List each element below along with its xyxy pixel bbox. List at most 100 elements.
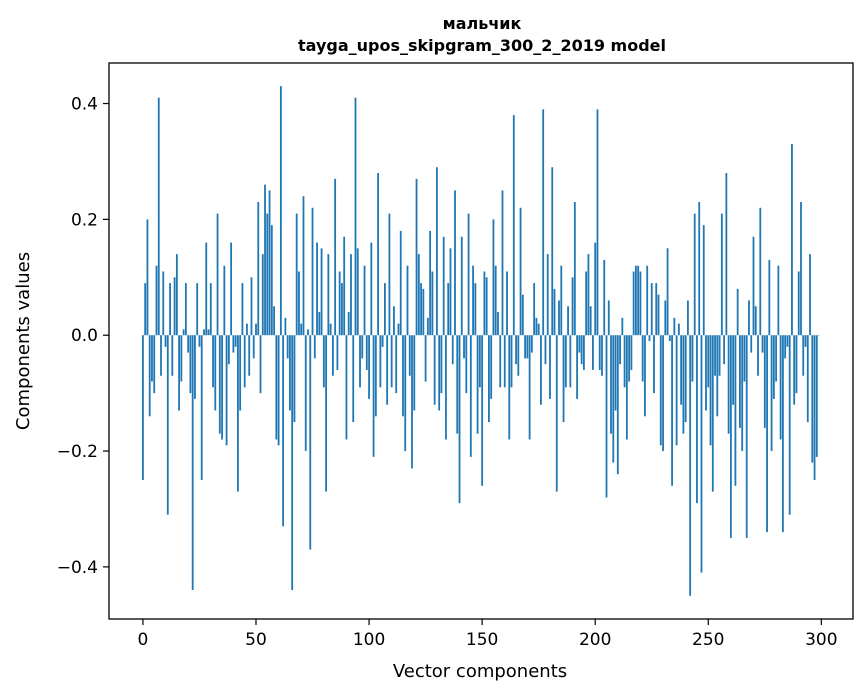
bar-69 <box>298 271 300 336</box>
bar-286 <box>788 335 791 515</box>
bar-35 <box>221 335 223 440</box>
bar-41 <box>234 335 237 347</box>
bar-222 <box>644 335 646 417</box>
bar-129 <box>433 335 436 405</box>
bar-162 <box>508 335 511 440</box>
bar-42 <box>237 335 239 492</box>
bar-39 <box>230 242 233 336</box>
bar-183 <box>555 335 558 492</box>
bar-89 <box>343 236 346 336</box>
y-axis-label: Components values <box>13 252 34 430</box>
bar-216 <box>630 335 633 370</box>
bar-246 <box>698 202 701 336</box>
bar-53 <box>261 254 264 336</box>
bar-240 <box>684 335 687 423</box>
bar-152 <box>485 277 488 336</box>
bar-19 <box>184 283 187 336</box>
bar-3 <box>148 335 151 417</box>
bar-170 <box>526 335 529 359</box>
bar-178 <box>544 335 547 365</box>
bar-160 <box>503 335 506 388</box>
bar-225 <box>650 283 653 336</box>
bar-29 <box>207 329 210 336</box>
bar-8 <box>160 335 162 376</box>
bar-186 <box>562 335 565 423</box>
bar-68 <box>295 213 298 336</box>
bar-48 <box>250 277 253 336</box>
bar-23 <box>194 335 196 399</box>
bar-54 <box>264 184 266 336</box>
bar-110 <box>390 335 393 388</box>
bar-1 <box>144 283 147 336</box>
bar-67 <box>293 335 296 423</box>
bar-14 <box>173 277 176 336</box>
bar-52 <box>259 335 262 394</box>
bar-272 <box>757 335 759 376</box>
bar-95 <box>356 248 359 336</box>
bar-139 <box>456 335 459 434</box>
bar-223 <box>646 265 649 336</box>
bar-36 <box>223 265 226 336</box>
bar-31 <box>212 335 214 388</box>
bar-219 <box>637 265 640 336</box>
bar-298 <box>815 335 818 457</box>
bar-125 <box>424 335 427 382</box>
bar-230 <box>662 335 664 452</box>
bar-101 <box>370 242 373 336</box>
bar-137 <box>451 335 454 365</box>
bar-295 <box>809 254 811 336</box>
bar-126 <box>426 317 429 336</box>
bar-134 <box>445 335 447 440</box>
bar-155 <box>492 219 495 336</box>
bar-171 <box>528 335 531 440</box>
bar-18 <box>182 329 185 336</box>
bar-80 <box>322 335 325 388</box>
bar-232 <box>666 248 669 336</box>
bar-218 <box>635 265 637 336</box>
bar-56 <box>268 190 271 336</box>
bar-17 <box>180 335 183 382</box>
bar-275 <box>763 335 766 428</box>
bar-174 <box>535 317 538 336</box>
bar-180 <box>549 335 551 399</box>
bar-81 <box>325 335 327 492</box>
bar-21 <box>189 335 192 394</box>
bar-105 <box>379 335 382 388</box>
bar-289 <box>795 335 798 394</box>
bar-159 <box>501 190 504 336</box>
x-tick-label: 100 <box>353 630 385 650</box>
bar-82 <box>327 254 330 336</box>
bar-97 <box>361 335 364 359</box>
bar-66 <box>291 335 294 591</box>
bar-179 <box>546 254 549 336</box>
bar-191 <box>573 202 576 336</box>
bar-151 <box>483 271 486 336</box>
bar-224 <box>648 335 651 341</box>
bar-30 <box>209 283 212 336</box>
bar-188 <box>567 306 569 336</box>
bar-294 <box>806 335 809 423</box>
bar-27 <box>203 329 205 336</box>
bar-244 <box>693 213 696 336</box>
bar-116 <box>404 335 407 452</box>
bar-251 <box>709 335 712 446</box>
bar-197 <box>587 254 590 336</box>
bar-167 <box>519 207 522 336</box>
bar-72 <box>304 335 307 452</box>
chart-subtitle: tayga_upos_skipgram_300_2_2019 model <box>298 36 666 55</box>
bar-145 <box>469 335 472 457</box>
bar-16 <box>178 335 181 411</box>
bar-51 <box>257 202 260 336</box>
bar-34 <box>218 335 221 434</box>
bar-193 <box>578 335 581 353</box>
bar-261 <box>732 335 735 405</box>
bar-242 <box>689 335 692 596</box>
bar-88 <box>341 283 343 336</box>
bar-277 <box>768 259 771 336</box>
bar-76 <box>313 335 316 359</box>
bar-40 <box>232 335 235 353</box>
x-tick-label: 50 <box>245 630 267 650</box>
bar-291 <box>800 202 802 336</box>
bar-290 <box>797 271 800 336</box>
bar-9 <box>162 271 165 336</box>
